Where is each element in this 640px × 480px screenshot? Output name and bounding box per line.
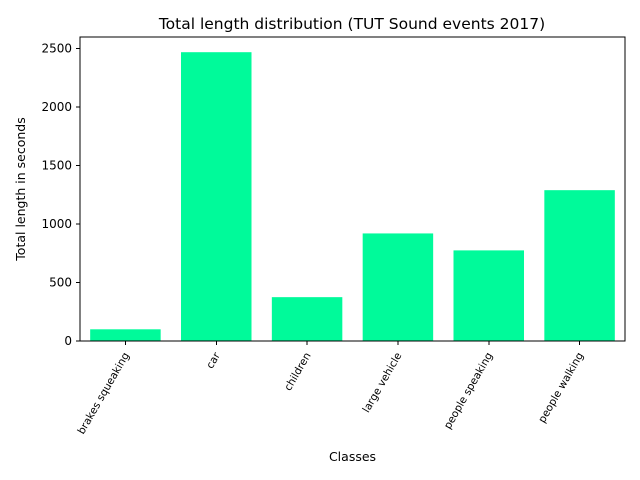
bar-children — [271, 297, 343, 341]
bar-brakes-squeaking — [90, 329, 161, 341]
bar-large-vehicle — [362, 233, 434, 341]
y-tick-label-2500: 2500 — [41, 42, 72, 56]
x-axis-label: Classes — [329, 449, 376, 464]
x-axis: brakes squeaking car children large vehicle… — [75, 341, 586, 437]
y-tick-label-500: 500 — [49, 276, 72, 290]
x-tick-label-car: car — [204, 350, 223, 371]
x-tick-label-people-speaking: people speaking — [442, 351, 496, 432]
bar-car — [181, 52, 252, 341]
bar-people-walking — [544, 190, 615, 341]
x-tick-label-brakes-squeaking: brakes squeaking — [75, 351, 132, 437]
y-tick-label-1500: 1500 — [41, 159, 72, 173]
bars-group — [90, 52, 615, 341]
plot-frame — [79, 36, 626, 342]
x-tick-label-people-walking: people walking — [536, 351, 586, 426]
chart-title: Total length distribution (TUT Sound eve… — [158, 15, 545, 33]
y-tick-label-1000: 1000 — [41, 217, 72, 231]
x-tick-label-large-vehicle: large vehicle — [360, 351, 404, 415]
y-axis: 0 500 1000 1500 2000 2500 — [41, 42, 80, 348]
y-tick-label-0: 0 — [64, 334, 72, 348]
y-axis-label: Total length in seconds — [13, 117, 28, 261]
y-tick-label-2000: 2000 — [41, 100, 72, 114]
bar-people-speaking — [453, 250, 524, 341]
x-tick-label-children: children — [282, 351, 313, 393]
